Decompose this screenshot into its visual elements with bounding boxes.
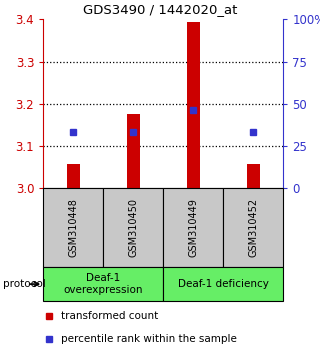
Text: percentile rank within the sample: percentile rank within the sample	[61, 334, 237, 344]
Bar	[43, 267, 163, 301]
Text: protocol: protocol	[3, 279, 46, 289]
Bar	[247, 165, 260, 188]
Text: Deaf-1
overexpression: Deaf-1 overexpression	[63, 273, 143, 295]
Bar	[223, 188, 283, 267]
Bar	[103, 188, 163, 267]
Bar	[127, 114, 140, 188]
Text: transformed count: transformed count	[61, 311, 158, 321]
Bar	[187, 22, 200, 188]
Bar	[163, 267, 283, 301]
Text: GSM310450: GSM310450	[128, 198, 138, 257]
Bar	[163, 188, 223, 267]
Text: GSM310452: GSM310452	[248, 198, 258, 257]
Bar	[43, 188, 103, 267]
Text: GDS3490 / 1442020_at: GDS3490 / 1442020_at	[83, 3, 237, 16]
Text: GSM310449: GSM310449	[188, 198, 198, 257]
Text: GSM310448: GSM310448	[68, 198, 78, 257]
Bar	[67, 165, 80, 188]
Text: Deaf-1 deficiency: Deaf-1 deficiency	[178, 279, 268, 289]
